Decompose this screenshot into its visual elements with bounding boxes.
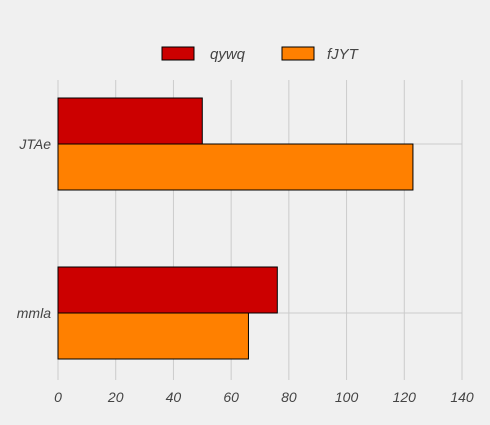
x-axis-ticks: 0 20 40 60 80 100 120 140: [54, 389, 474, 405]
y-axis-ticks: JTAe mmla: [17, 136, 51, 321]
bar-qywq-mmla: [57, 266, 278, 314]
x-tick-label: 60: [223, 389, 239, 405]
legend-swatch: [161, 46, 195, 61]
legend-label: qywq: [210, 46, 246, 63]
y-tick-label: mmla: [17, 305, 51, 321]
legend-swatch: [281, 46, 315, 61]
x-tick-label: 100: [335, 389, 359, 405]
legend-label: fJYT: [327, 46, 360, 63]
x-tick-label: 20: [107, 389, 124, 405]
legend: qywq fJYT: [161, 46, 360, 63]
bar-qywq-JTAe: [57, 97, 203, 145]
legend-item-fJYT: fJYT: [281, 46, 360, 63]
bars: [57, 97, 414, 360]
y-tick-label: JTAe: [18, 136, 51, 152]
x-tick-label: 120: [393, 389, 417, 405]
x-tick-label: 40: [166, 389, 182, 405]
x-tick-label: 140: [450, 389, 474, 405]
legend-item-qywq: qywq: [161, 46, 246, 63]
x-tick-label: 0: [54, 389, 62, 405]
bar-fJYT-mmla: [57, 312, 249, 360]
bar-fJYT-JTAe: [57, 143, 414, 191]
x-tick-label: 80: [281, 389, 297, 405]
